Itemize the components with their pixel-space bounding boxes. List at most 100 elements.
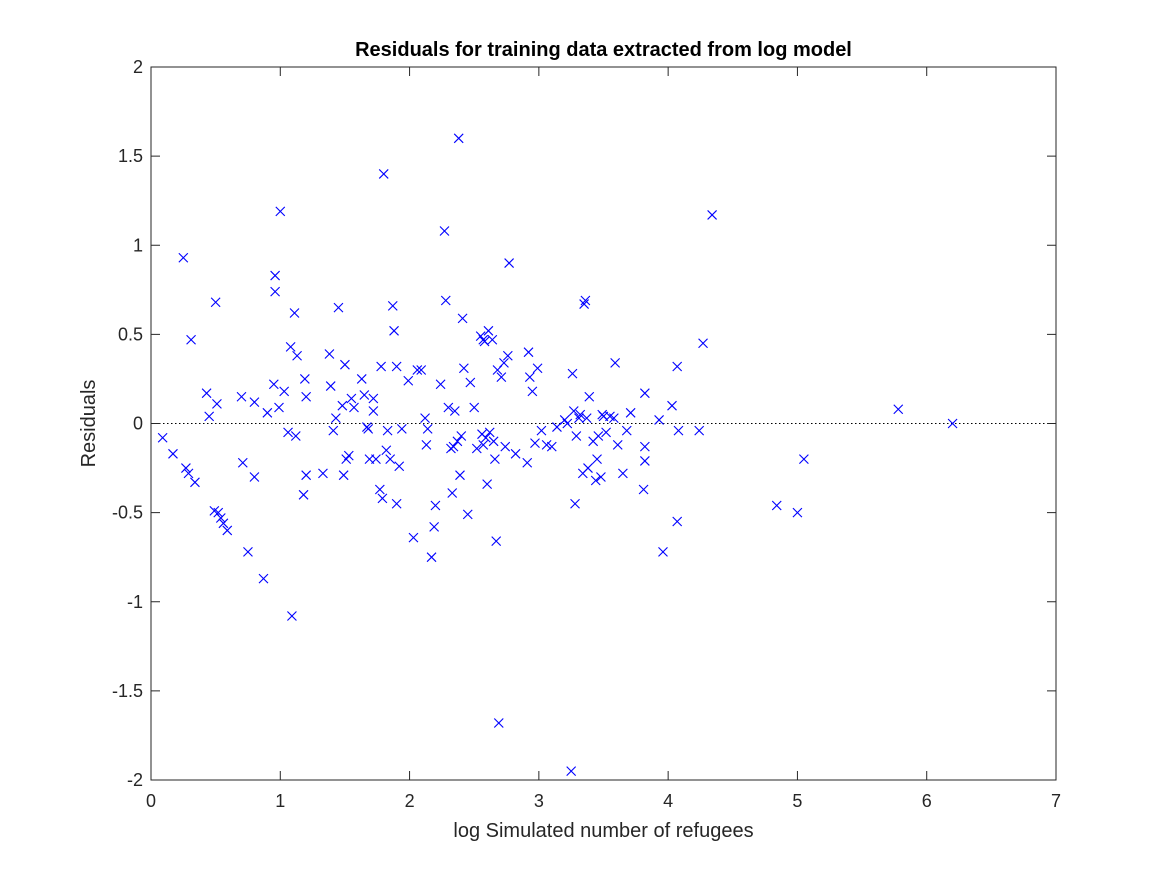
data-point: [213, 507, 224, 518]
data-point: [532, 363, 543, 374]
data-point: [396, 423, 407, 434]
y-tick-label: -0.5: [112, 503, 143, 523]
data-point: [178, 252, 189, 263]
data-point: [536, 425, 547, 436]
x-tick-label: 3: [534, 791, 544, 811]
data-point: [465, 377, 476, 388]
data-point: [301, 470, 312, 481]
data-point: [387, 300, 398, 311]
data-point: [500, 441, 511, 452]
data-point: [270, 270, 281, 281]
data-point: [583, 463, 593, 473]
x-axis-label: log Simulated number of refugees: [453, 820, 753, 842]
data-point: [490, 454, 500, 465]
data-point: [694, 425, 705, 436]
data-point: [499, 358, 509, 368]
data-point: [349, 402, 359, 413]
y-axis-label: Residuals: [78, 380, 100, 468]
data-point: [359, 390, 370, 400]
data-point: [368, 406, 379, 416]
data-point: [612, 440, 623, 450]
data-point: [412, 365, 423, 375]
x-tick-label: 0: [146, 791, 156, 811]
data-point: [566, 766, 577, 776]
data-point: [621, 425, 632, 436]
data-point: [452, 436, 463, 447]
data-point: [654, 415, 664, 425]
data-point: [337, 400, 348, 411]
data-point: [502, 350, 513, 361]
data-point: [204, 411, 215, 422]
data-point: [457, 313, 468, 324]
data-point: [289, 308, 300, 318]
data-point: [447, 488, 458, 498]
data-point: [458, 363, 469, 374]
data-point: [408, 532, 419, 543]
data-point: [580, 295, 591, 306]
data-point: [285, 341, 296, 352]
data-point: [483, 325, 494, 336]
data-point: [215, 513, 226, 523]
data-point: [374, 484, 385, 495]
data-point: [279, 386, 290, 397]
x-tick-label: 2: [405, 791, 415, 811]
data-point: [667, 400, 677, 411]
data-point: [510, 448, 521, 459]
data-point: [283, 427, 293, 438]
data-point: [290, 431, 301, 441]
data-point: [524, 372, 535, 383]
points-layer: [157, 133, 958, 776]
data-point: [625, 407, 636, 418]
data-point: [343, 450, 354, 461]
y-tick-label: -2: [127, 770, 143, 790]
data-point: [236, 391, 247, 402]
data-point: [382, 425, 393, 436]
data-point: [249, 397, 260, 407]
data-point: [541, 440, 552, 450]
data-point: [487, 334, 498, 345]
data-point: [493, 718, 504, 728]
data-point: [449, 406, 460, 416]
data-point: [479, 336, 490, 347]
data-point: [448, 441, 459, 452]
data-point: [478, 440, 489, 450]
data-point: [377, 493, 388, 504]
data-point: [430, 500, 441, 511]
plot-area-border: [150, 66, 1057, 781]
data-point: [318, 468, 328, 479]
data-point: [639, 388, 650, 399]
data-point: [574, 413, 584, 424]
data-point: [590, 475, 601, 486]
data-point: [262, 407, 273, 418]
data-point: [270, 286, 281, 297]
data-point: [455, 470, 465, 481]
data-point: [484, 427, 495, 438]
data-point: [571, 431, 582, 441]
data-point: [567, 368, 578, 379]
data-point: [249, 472, 260, 482]
data-point: [389, 325, 399, 336]
data-point: [391, 361, 402, 372]
data-point: [639, 441, 650, 452]
data-point: [421, 440, 432, 450]
data-point: [471, 443, 482, 454]
data-point: [416, 365, 427, 375]
data-point: [618, 468, 628, 479]
data-point: [639, 456, 650, 466]
x-tick-label: 1: [275, 791, 285, 811]
data-point: [575, 409, 586, 420]
data-point: [672, 361, 683, 372]
x-tick-label: 4: [663, 791, 673, 811]
y-tick-label: 2: [133, 57, 143, 77]
data-point: [638, 484, 649, 495]
data-point: [346, 393, 357, 404]
data-point: [480, 432, 491, 443]
y-tick-label: -1.5: [112, 681, 143, 701]
data-point: [673, 425, 684, 436]
data-point: [522, 457, 533, 468]
data-point: [391, 498, 402, 509]
y-tick-label: 0: [133, 414, 143, 434]
y-tick-label: 0.5: [118, 324, 143, 344]
data-point: [527, 386, 538, 397]
